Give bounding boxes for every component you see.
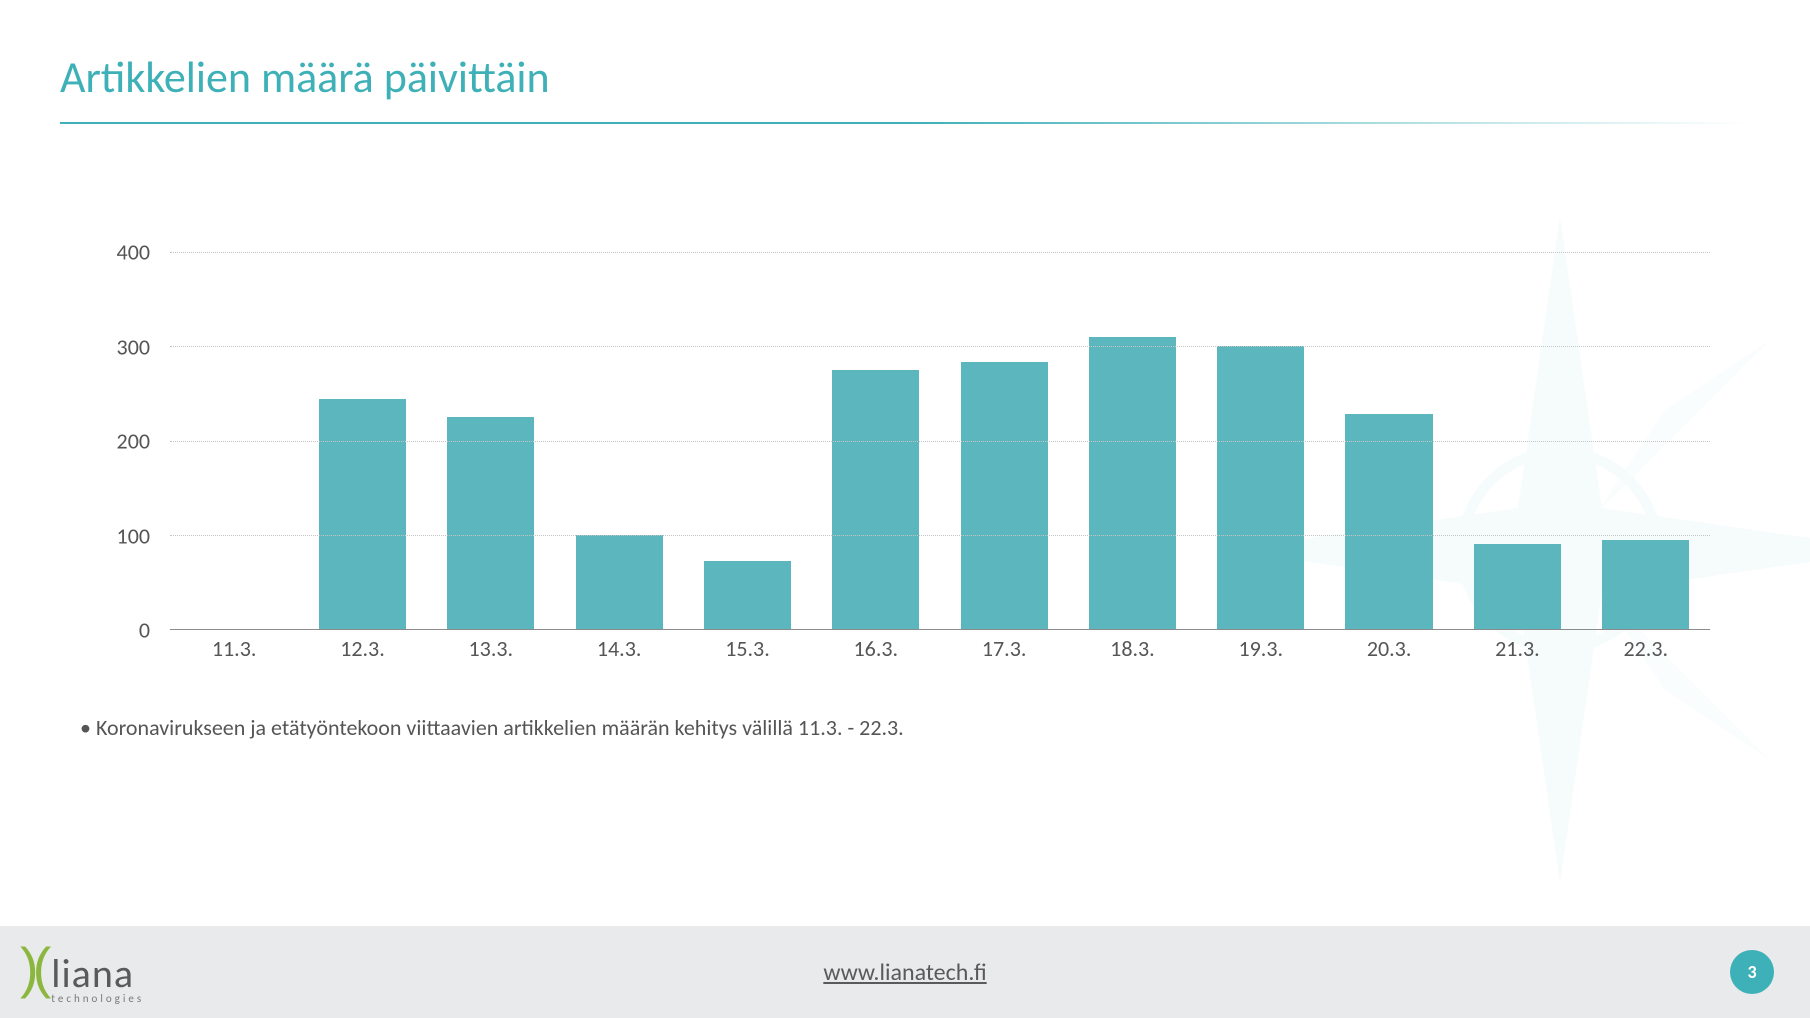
slide-title: Artikkelien määrä päivittäin bbox=[60, 50, 1750, 104]
x-axis-labels: 11.3.12.3.13.3.14.3.15.3.16.3.17.3.18.3.… bbox=[170, 635, 1710, 662]
x-tick-label: 18.3. bbox=[1068, 635, 1196, 662]
gridline bbox=[170, 346, 1710, 347]
x-tick-label: 22.3. bbox=[1582, 635, 1710, 662]
chart-bar bbox=[1474, 544, 1561, 629]
bar-slot bbox=[940, 224, 1068, 629]
bar-slot bbox=[170, 224, 298, 629]
page-number-badge: 3 bbox=[1730, 950, 1774, 994]
x-tick-label: 19.3. bbox=[1197, 635, 1325, 662]
y-tick-label: 400 bbox=[117, 239, 150, 266]
chart-bar bbox=[832, 370, 919, 629]
chart-footnote: • Koronavirukseen ja etätyöntekoon viitt… bbox=[80, 714, 1750, 741]
y-tick-label: 100 bbox=[117, 522, 150, 549]
bar-slot bbox=[427, 224, 555, 629]
y-axis: 0100200300400 bbox=[70, 224, 160, 630]
logo-mark-icon: )( bbox=[20, 940, 45, 996]
x-tick-label: 11.3. bbox=[170, 635, 298, 662]
footnote-text: Koronavirukseen ja etätyöntekoon viittaa… bbox=[96, 714, 904, 741]
bar-slot bbox=[1582, 224, 1710, 629]
x-tick-label: 21.3. bbox=[1453, 635, 1581, 662]
y-tick-label: 200 bbox=[117, 428, 150, 455]
x-tick-label: 17.3. bbox=[940, 635, 1068, 662]
bar-slot bbox=[812, 224, 940, 629]
chart-bar bbox=[961, 362, 1048, 629]
logo-name: liana bbox=[51, 956, 144, 992]
chart-bar bbox=[704, 561, 791, 629]
slide-footer: )( liana technologies www.lianatech.fi 3 bbox=[0, 926, 1810, 1018]
slide-content: Artikkelien määrä päivittäin 0 100 200 300 4… bbox=[0, 0, 1810, 741]
y-tick-label: 0 bbox=[139, 617, 150, 644]
gridline bbox=[170, 535, 1710, 536]
logo-subtitle: technologies bbox=[51, 992, 144, 1005]
chart-plot bbox=[170, 224, 1710, 630]
x-tick-label: 20.3. bbox=[1325, 635, 1453, 662]
chart-bars bbox=[170, 224, 1710, 629]
chart-bar bbox=[1217, 346, 1304, 629]
x-tick-label: 14.3. bbox=[555, 635, 683, 662]
bar-slot bbox=[298, 224, 426, 629]
bar-slot bbox=[1325, 224, 1453, 629]
bar-chart: 0100200300400 11.3.12.3.13.3.14.3.15.3.1… bbox=[70, 224, 1750, 654]
bar-slot bbox=[555, 224, 683, 629]
x-tick-label: 15.3. bbox=[683, 635, 811, 662]
chart-bar bbox=[1089, 337, 1176, 629]
gridline bbox=[170, 252, 1710, 253]
x-tick-label: 13.3. bbox=[427, 635, 555, 662]
title-underline bbox=[60, 122, 1750, 124]
bar-slot bbox=[1197, 224, 1325, 629]
chart-bar bbox=[576, 535, 663, 629]
bar-slot bbox=[683, 224, 811, 629]
brand-logo: )( liana technologies bbox=[20, 940, 144, 1005]
x-tick-label: 12.3. bbox=[298, 635, 426, 662]
gridline bbox=[170, 441, 1710, 442]
bar-slot bbox=[1453, 224, 1581, 629]
bullet: • bbox=[80, 714, 91, 741]
footer-link[interactable]: www.lianatech.fi bbox=[823, 958, 986, 987]
y-tick-label: 300 bbox=[117, 333, 150, 360]
chart-bar bbox=[447, 417, 534, 629]
chart-bar bbox=[1602, 540, 1689, 629]
chart-bar bbox=[319, 399, 406, 629]
bar-slot bbox=[1068, 224, 1196, 629]
x-tick-label: 16.3. bbox=[812, 635, 940, 662]
chart-bar bbox=[1345, 414, 1432, 629]
